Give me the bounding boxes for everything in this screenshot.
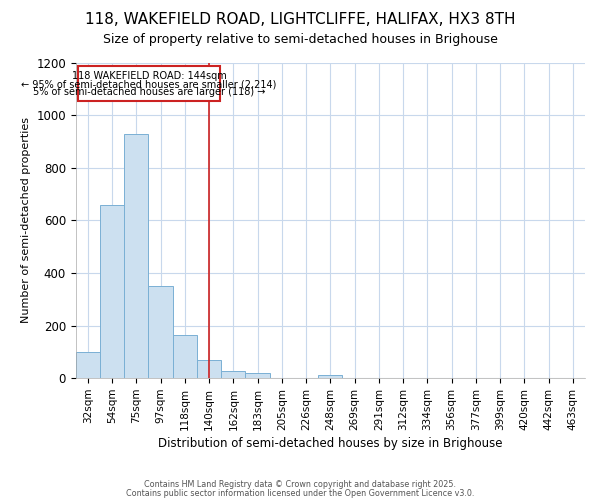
Text: 5% of semi-detached houses are larger (118) →: 5% of semi-detached houses are larger (1… xyxy=(33,88,265,98)
Bar xyxy=(197,360,221,378)
Bar xyxy=(124,134,148,378)
X-axis label: Distribution of semi-detached houses by size in Brighouse: Distribution of semi-detached houses by … xyxy=(158,437,503,450)
Text: Contains HM Land Registry data © Crown copyright and database right 2025.: Contains HM Land Registry data © Crown c… xyxy=(144,480,456,489)
Text: Contains public sector information licensed under the Open Government Licence v3: Contains public sector information licen… xyxy=(126,488,474,498)
Bar xyxy=(78,66,220,100)
Bar xyxy=(245,373,270,378)
Text: 118 WAKEFIELD ROAD: 144sqm: 118 WAKEFIELD ROAD: 144sqm xyxy=(71,71,226,81)
Bar xyxy=(221,371,245,378)
Bar xyxy=(148,286,173,378)
Text: ← 95% of semi-detached houses are smaller (2,214): ← 95% of semi-detached houses are smalle… xyxy=(22,80,277,90)
Text: 118, WAKEFIELD ROAD, LIGHTCLIFFE, HALIFAX, HX3 8TH: 118, WAKEFIELD ROAD, LIGHTCLIFFE, HALIFA… xyxy=(85,12,515,28)
Y-axis label: Number of semi-detached properties: Number of semi-detached properties xyxy=(20,118,31,324)
Bar xyxy=(173,335,197,378)
Bar xyxy=(318,375,343,378)
Bar xyxy=(76,352,100,378)
Text: Size of property relative to semi-detached houses in Brighouse: Size of property relative to semi-detach… xyxy=(103,32,497,46)
Bar xyxy=(100,204,124,378)
